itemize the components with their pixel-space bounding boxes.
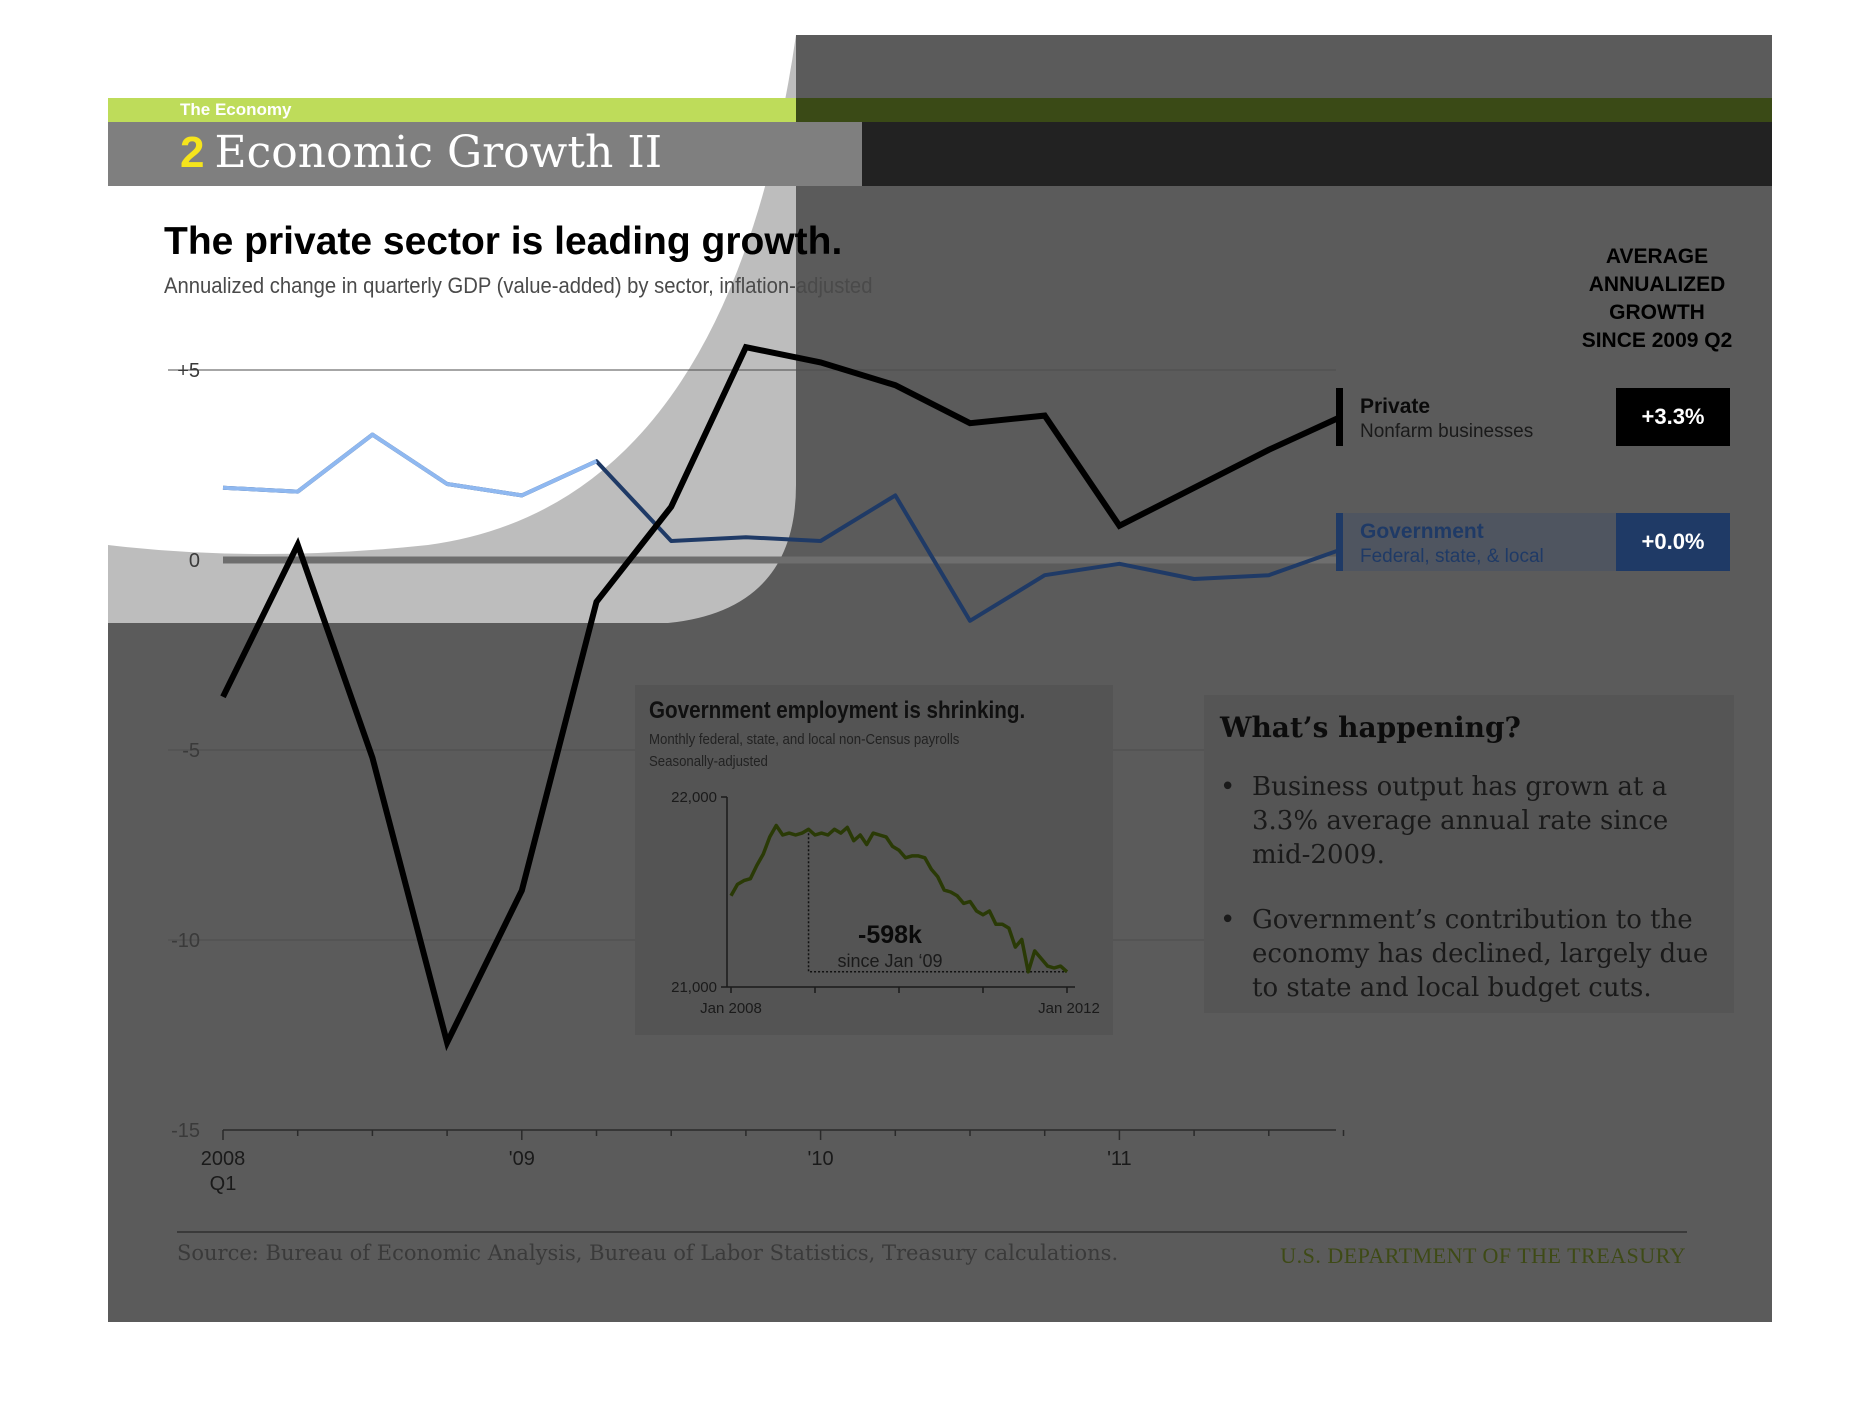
series-government-line <box>222 432 1345 623</box>
inset-subtitle-line2: Seasonally-adjusted <box>649 753 768 770</box>
legend-government-value: +0.0% <box>1616 513 1730 571</box>
legend-private-sub: Nonfarm businesses <box>1360 421 1534 442</box>
info-title: What’s happening? <box>1220 711 1521 744</box>
x-tick-label: '09 <box>509 1148 535 1170</box>
legend-private-value: +3.3% <box>1616 388 1730 446</box>
section-label: The Economy <box>180 100 292 119</box>
gdp-y-axis: +5 0 -5 -10 -15 <box>171 360 200 1142</box>
inset-x-tick-label: Jan 2008 <box>700 1000 762 1017</box>
x-tick-label: Q1 <box>210 1173 237 1195</box>
y-tick-label: 0 <box>189 550 200 572</box>
inset-payroll-line <box>729 823 1069 974</box>
source-note: Source: Bureau of Economic Analysis, Bur… <box>177 1241 1119 1265</box>
chart-headline: The private sector is leading growth. <box>164 220 843 263</box>
inset-annotation-label: since Jan ‘09 <box>837 951 942 971</box>
series-private-line <box>220 343 1345 1052</box>
info-bullet: • Business output has grown at a 3.3% av… <box>1220 770 1720 872</box>
y-tick-label: -5 <box>182 740 200 762</box>
slide: The Economy 2 Economic Growth II The priv… <box>108 35 1772 1322</box>
bullet-dot: • <box>1220 772 1236 802</box>
title-band-highlight <box>108 122 862 186</box>
legend-header: AVERAGE ANNUALIZED GROWTH SINCE 2009 Q2 <box>1581 245 1733 352</box>
whats-happening-box: What’s happening? • Business output has … <box>1204 695 1734 1013</box>
inset-x-tick-label: Jan 2012 <box>1038 1000 1100 1017</box>
legend-private: Private Nonfarm businesses +3.3% <box>1336 388 1730 446</box>
inset-title: Government employment is shrinking. <box>649 697 1026 724</box>
y-tick-label: +5 <box>177 360 200 382</box>
inset-annotation-value: -598k <box>858 921 922 949</box>
x-tick-label: 2008 <box>201 1148 246 1170</box>
info-bullet: • Government’s contribution to the econo… <box>1220 903 1720 1005</box>
legend-government-sub: Federal, state, & local <box>1360 546 1544 567</box>
inset-y-tick-label: 22,000 <box>671 789 717 806</box>
gdp-x-axis: 2008 Q1 '09 '10 '11 <box>201 1129 1345 1195</box>
gdp-series <box>220 343 1345 1052</box>
series-government-line-highlight <box>222 432 598 498</box>
slide-number: 2 <box>180 128 205 177</box>
inset-subtitle-line1: Monthly federal, state, and local non-Ce… <box>649 731 960 748</box>
x-tick-label: '11 <box>1107 1148 1132 1170</box>
y-tick-label: -15 <box>171 1120 200 1142</box>
info-bullet-text: Government’s contribution to the economy… <box>1252 905 1709 1003</box>
gdp-chart: +5 0 -5 -10 -15 2008 Q1 '09 '10 '11 <box>168 343 1345 1195</box>
legend-government-name: Government <box>1360 520 1484 543</box>
x-tick-label: '10 <box>808 1148 834 1170</box>
treasury-brand: U.S. DEPARTMENT OF THE TREASURY <box>1280 1243 1686 1268</box>
inset-y-tick-label: 21,000 <box>671 979 717 996</box>
legend-government-swatch <box>1336 513 1343 571</box>
legend-private-swatch <box>1336 388 1343 446</box>
legend-private-name: Private <box>1360 395 1431 418</box>
info-bullet-text: Business output has grown at a 3.3% aver… <box>1252 772 1669 870</box>
header-strip-highlight <box>108 98 796 122</box>
footer-rule <box>177 1231 1687 1233</box>
employment-inset: Government employment is shrinking. Mont… <box>635 685 1113 1035</box>
slide-title-text: Economic Growth II <box>214 127 663 178</box>
slide-title: 2 Economic Growth II <box>180 127 662 178</box>
y-tick-label: -10 <box>171 930 200 952</box>
legend-government: Government Federal, state, & local +0.0% <box>1336 513 1730 571</box>
chart-subtitle: Annualized change in quarterly GDP (valu… <box>164 273 873 298</box>
bullet-dot: • <box>1220 905 1236 935</box>
